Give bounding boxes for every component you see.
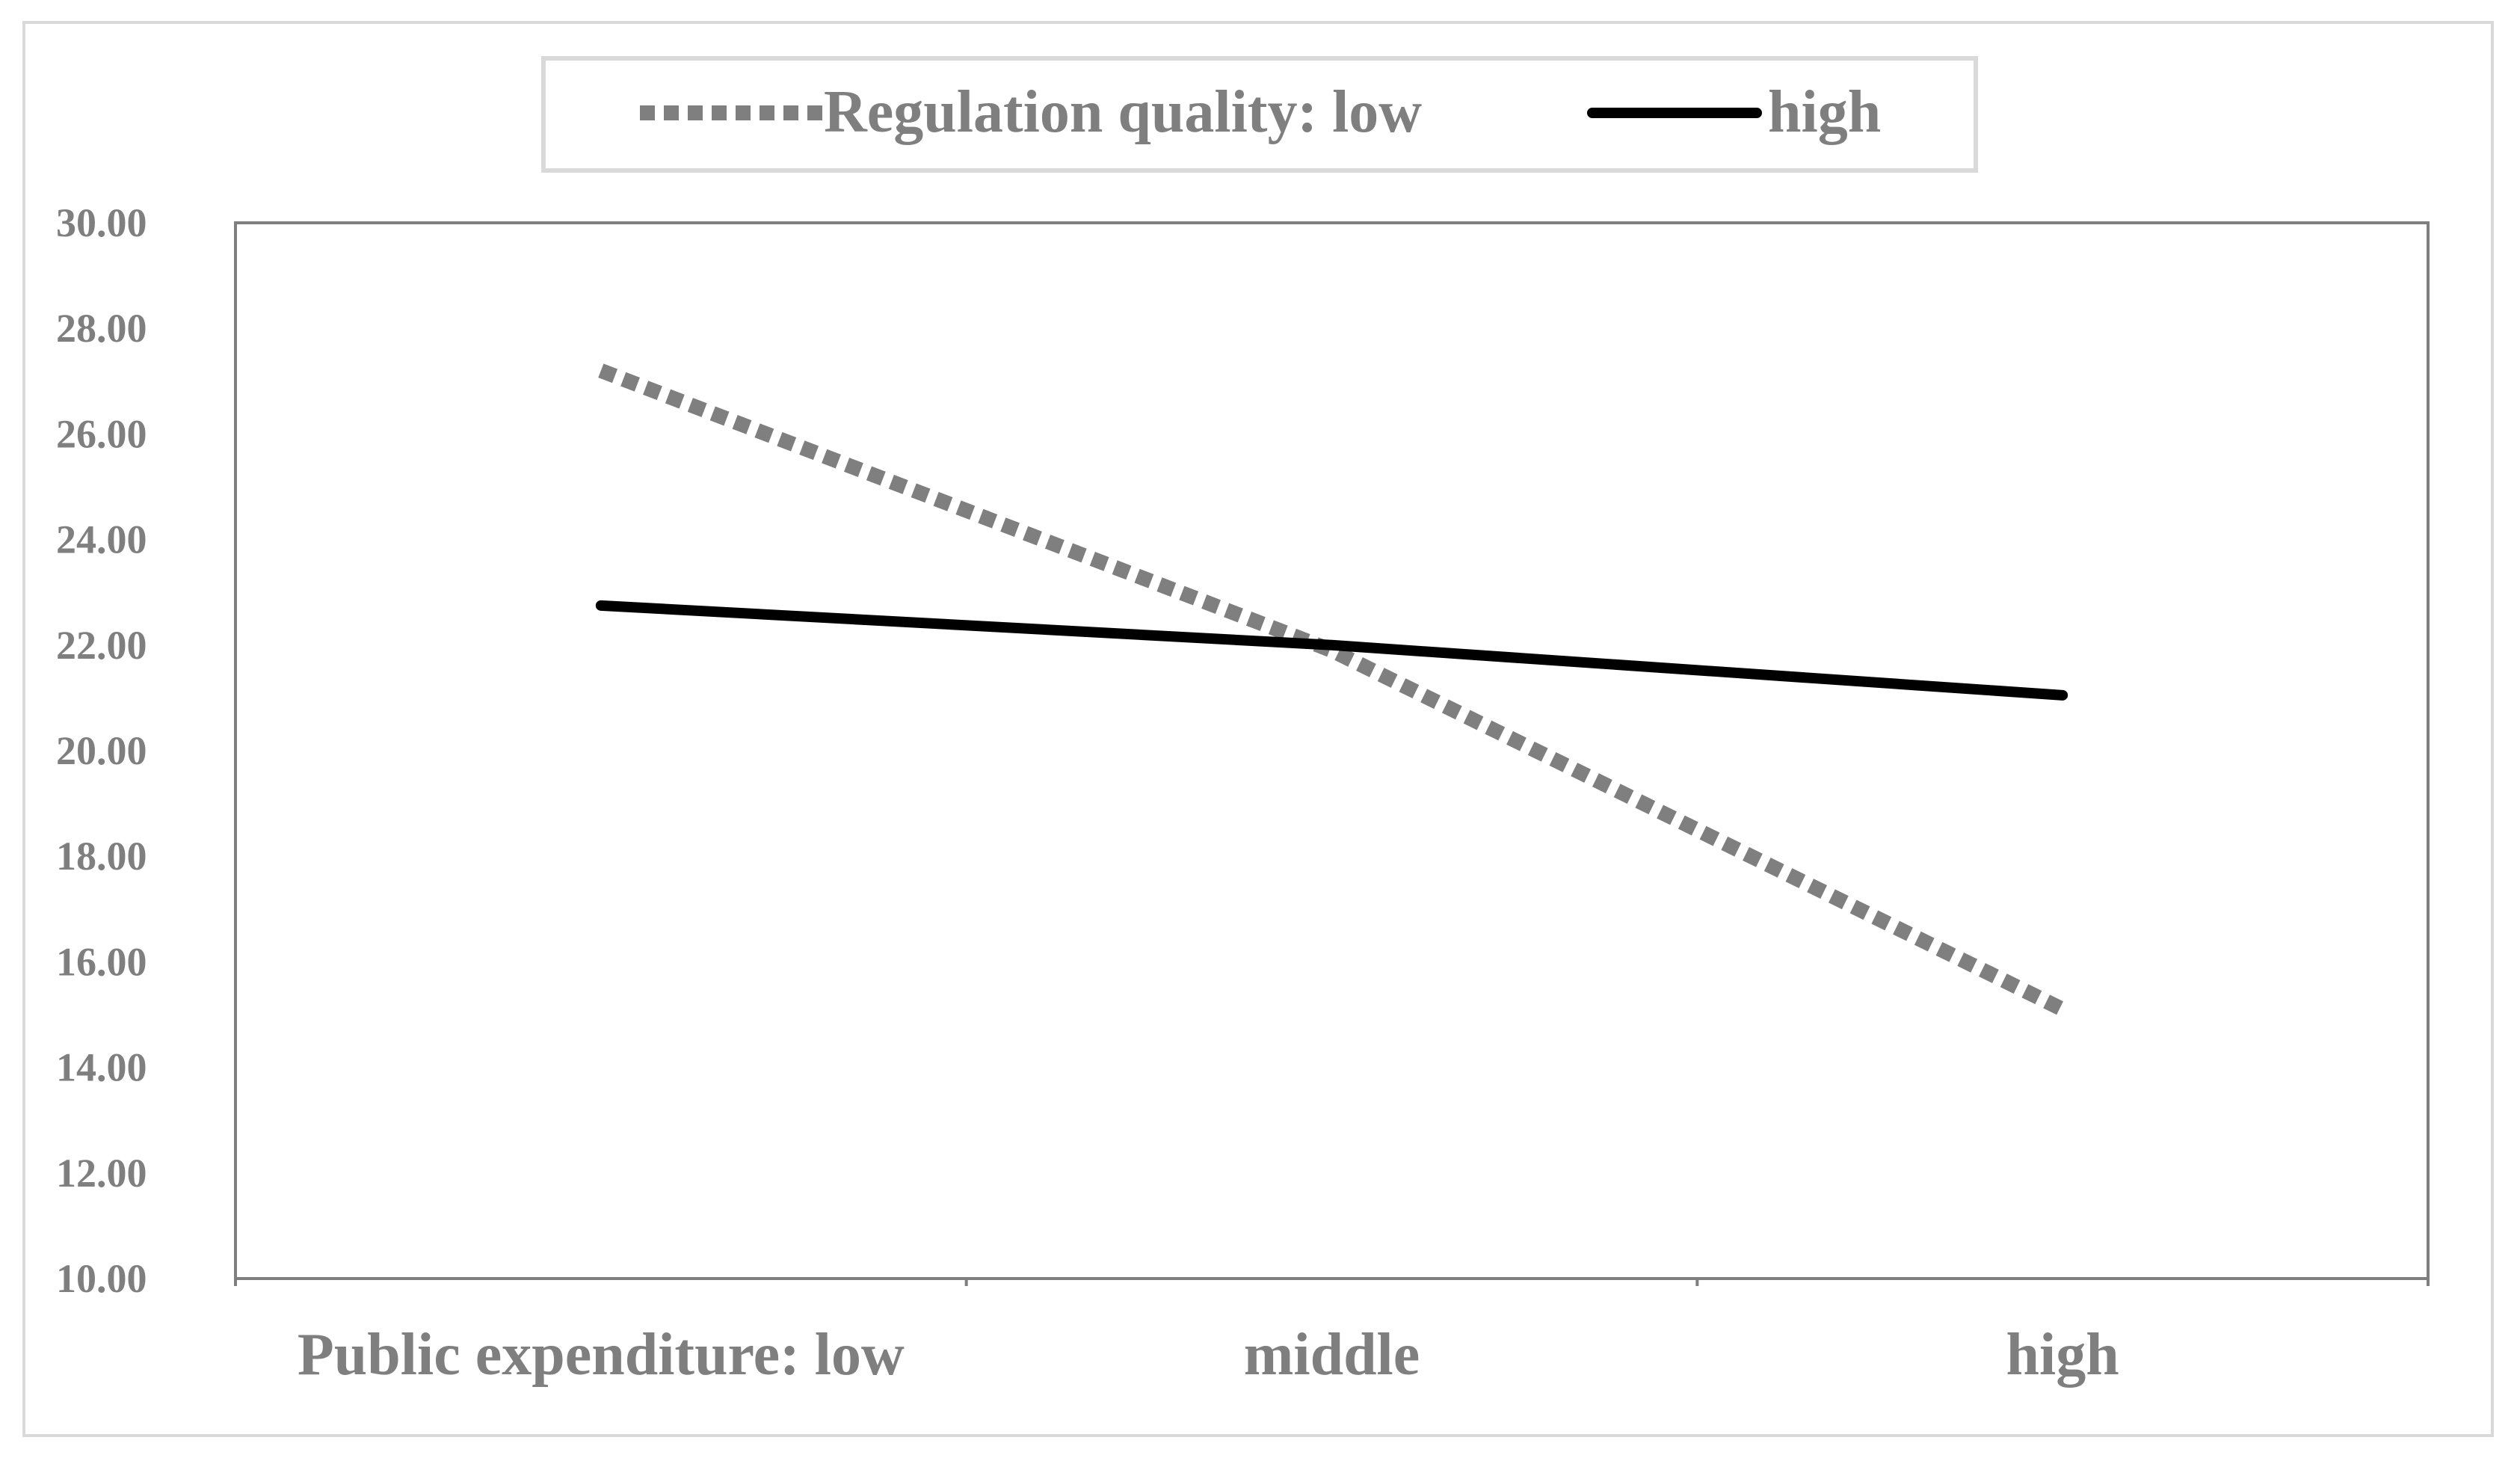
series-line-1 xyxy=(598,363,2066,1016)
y-axis-tick-labels: 10.00 12.00 14.00 16.00 18.00 20.00 22.00 24.00… xyxy=(56,200,147,1301)
series-lines xyxy=(595,363,2068,1016)
y-tick-label: 10.00 xyxy=(56,1256,147,1301)
x-axis-category-labels: Public expenditure: low middle high xyxy=(298,1322,2119,1388)
y-tick-label: 24.00 xyxy=(56,517,147,562)
y-tick-label: 14.00 xyxy=(56,1045,147,1090)
x-axis-tick-marks xyxy=(234,1279,2430,1286)
y-tick-label: 30.00 xyxy=(56,200,147,245)
y-tick-label: 16.00 xyxy=(56,939,147,984)
y-tick-label: 20.00 xyxy=(56,728,147,773)
y-tick-label: 28.00 xyxy=(56,306,147,351)
legend-label-series-1: Regulation quality: low xyxy=(824,79,1422,145)
x-category-label: Public expenditure: low xyxy=(298,1322,905,1388)
y-tick-label: 12.00 xyxy=(56,1151,147,1196)
legend: Regulation quality: low high xyxy=(541,56,1978,173)
y-tick-label: 26.00 xyxy=(56,411,147,456)
y-tick-label: 18.00 xyxy=(56,834,147,879)
legend-label-series-2: high xyxy=(1768,79,1881,145)
x-category-label: middle xyxy=(1244,1322,1420,1388)
plot-area xyxy=(234,221,2430,1280)
series-line-2 xyxy=(595,600,2068,701)
x-category-label: high xyxy=(2006,1322,2119,1388)
y-tick-label: 22.00 xyxy=(56,623,147,668)
